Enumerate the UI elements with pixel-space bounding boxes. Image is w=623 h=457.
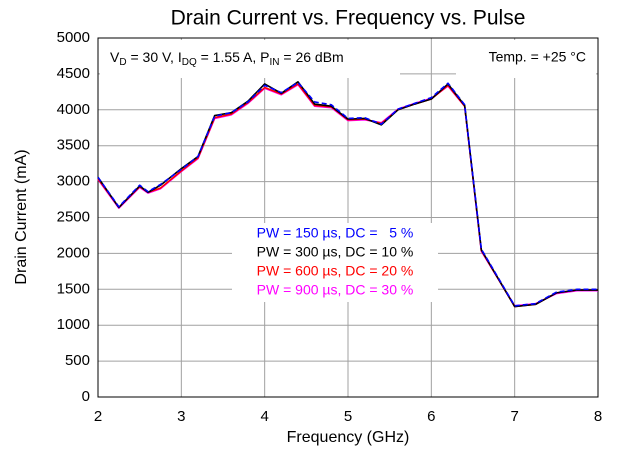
- annotation-part: D: [119, 57, 126, 68]
- legend-box: [232, 223, 438, 302]
- x-tick-label: 7: [510, 408, 518, 425]
- annotation-part: = 30 V, I: [127, 49, 182, 65]
- annotation-part: V: [110, 49, 120, 65]
- y-tick-label: 4000: [57, 101, 90, 118]
- plot-border: [97, 37, 599, 398]
- x-tick-label: 2: [94, 408, 102, 425]
- y-tick-label: 0: [82, 388, 90, 405]
- y-tick-label: 4500: [57, 65, 90, 82]
- legend-label: PW = 300 µs, DC = 10 %: [257, 244, 414, 260]
- x-tick-label: 8: [594, 408, 602, 425]
- annotation-part: = 1.55 A, P: [197, 49, 270, 65]
- x-tick-label: 3: [177, 408, 185, 425]
- y-tick-label: 3500: [57, 137, 90, 154]
- y-tick-label: 500: [65, 352, 90, 369]
- annotation-part: DQ: [182, 57, 197, 68]
- y-tick-label: 5000: [57, 29, 90, 46]
- x-tick-label: 5: [344, 408, 352, 425]
- y-tick-label: 3000: [57, 173, 90, 190]
- temperature: Temp. = +25 °C: [489, 49, 586, 65]
- x-axis-label: Frequency (GHz): [287, 429, 410, 446]
- x-tick-label: 4: [260, 408, 268, 425]
- y-tick-label: 1000: [57, 316, 90, 333]
- annotation-part: = 26 dBm: [280, 49, 344, 65]
- series-line: [97, 81, 598, 307]
- y-tick-label: 2500: [57, 208, 90, 225]
- legend-label: PW = 600 µs, DC = 20 %: [257, 263, 414, 279]
- y-tick-label: 2000: [57, 244, 90, 261]
- x-tick-label: 6: [427, 408, 435, 425]
- y-axis-label: Drain Current (mA): [13, 149, 30, 284]
- annotation-box: [456, 40, 596, 78]
- legend-label: PW = 900 µs, DC = 30 %: [257, 282, 414, 298]
- chart-title: Drain Current vs. Frequency vs. Pulse: [171, 7, 526, 30]
- y-tick-label: 1500: [57, 280, 90, 297]
- annotation-part: IN: [270, 57, 280, 68]
- annotation-box: [100, 40, 400, 78]
- annotation: VD = 30 V, IDQ = 1.55 A, PIN = 26 dBm: [110, 49, 344, 68]
- legend-label: PW = 150 µs, DC = 5 %: [257, 225, 414, 241]
